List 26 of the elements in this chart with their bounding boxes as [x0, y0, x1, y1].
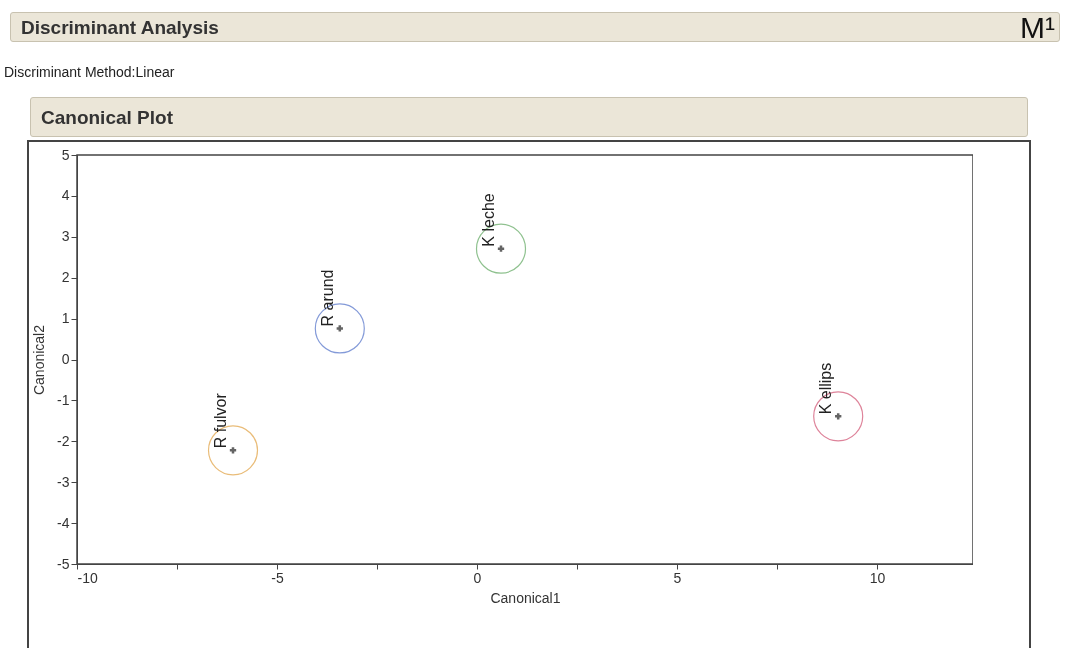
y-tick-label: 5: [61, 146, 70, 163]
y-tick-label: -1: [57, 391, 70, 408]
x-tick-label: 0: [473, 569, 482, 586]
y-tick-label: -2: [57, 432, 70, 449]
chart-title: Discriminant Analysis: [21, 17, 219, 38]
text: K leche: [480, 193, 497, 247]
y-tick-label: 2: [61, 269, 70, 286]
y-tick-label: -4: [57, 514, 70, 531]
x-tick-label: -5: [271, 569, 284, 586]
x-tick-label: -10: [77, 569, 98, 586]
text: R fulvor: [212, 392, 229, 449]
x-axis-title: Canonical1: [490, 589, 561, 606]
y-tick-label: 0: [61, 351, 70, 367]
text: K ellips: [817, 362, 835, 415]
y-tick-label: 3: [61, 228, 70, 245]
text: M¹: [1020, 11, 1055, 44]
text: R arund: [318, 269, 336, 327]
y-tick-label: 1: [61, 310, 70, 327]
x-tick-label: 10: [869, 569, 886, 586]
x-tick-label: 5: [673, 569, 682, 586]
y-tick-label: -5: [57, 555, 70, 572]
y-tick-label: 4: [61, 187, 70, 204]
text: Canonical Plot: [30, 97, 1028, 137]
y-axis-title: Canonical2: [31, 324, 48, 396]
chart-subtitle: Discriminant Method:Linear: [4, 64, 175, 80]
y-tick-label: -3: [57, 473, 70, 490]
